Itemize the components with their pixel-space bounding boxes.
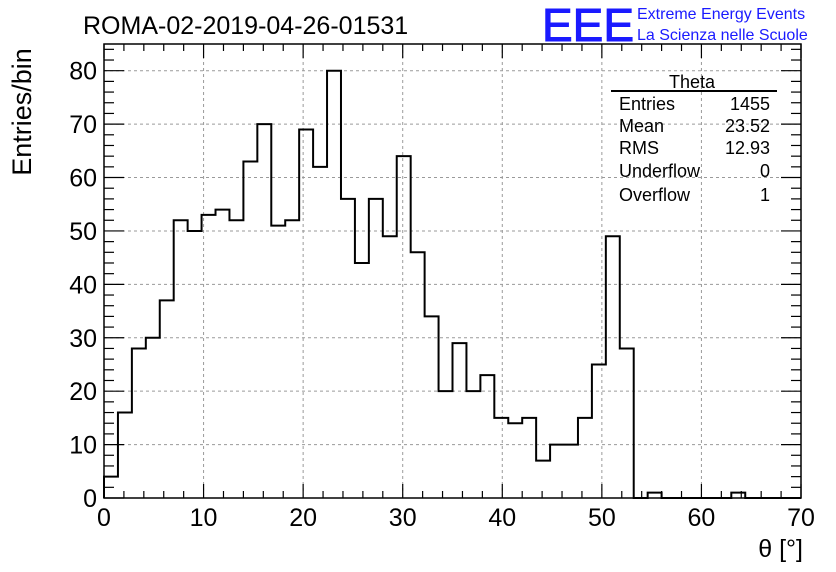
y-tick-label: 50 [69, 218, 97, 246]
y-tick-label: 80 [69, 58, 97, 86]
run-title: ROMA-02-2019-04-26-01531 [83, 12, 408, 40]
y-tick-label: 10 [69, 432, 97, 460]
y-tick-label: 60 [69, 165, 97, 193]
x-tick-label: 0 [97, 504, 111, 532]
y-tick-label: 0 [83, 485, 97, 513]
stats-label-mean: Mean [619, 116, 664, 136]
x-tick-label: 40 [488, 504, 516, 532]
x-tick-label: 70 [787, 504, 815, 532]
stats-box: Theta Entries 1455 Mean 23.52 RMS 12.93 … [611, 72, 777, 205]
y-axis-label: Entries/bin [7, 48, 37, 176]
stats-label-overflow: Overflow [619, 185, 691, 205]
eee-logo: EEE Extreme Energy Events La Scienza nel… [542, 0, 808, 52]
eee-logo-line1: Extreme Energy Events [637, 6, 805, 23]
y-tick-labels: 0 10 20 30 40 50 60 70 80 [69, 58, 97, 513]
x-tick-label: 10 [190, 504, 218, 532]
stats-value-entries: 1455 [730, 94, 770, 114]
x-tick-label: 30 [389, 504, 417, 532]
x-tick-label: 60 [688, 504, 716, 532]
stats-title: Theta [669, 72, 716, 92]
x-tick-label: 20 [289, 504, 317, 532]
stats-label-rms: RMS [619, 138, 659, 158]
plot-frame [103, 43, 802, 499]
y-tick-label: 30 [69, 325, 97, 353]
x-axis-label: θ [°] [758, 535, 803, 563]
stats-value-mean: 23.52 [725, 116, 770, 136]
eee-logo-letters: EEE [542, 0, 634, 51]
y-tick-label: 40 [69, 271, 97, 299]
y-tick-label: 20 [69, 378, 97, 406]
axis-ticks [103, 44, 802, 499]
stats-label-entries: Entries [619, 94, 675, 114]
stats-value-overflow: 1 [760, 185, 770, 205]
eee-logo-line2: La Scienza nelle Scuole [637, 27, 808, 44]
stats-value-underflow: 0 [760, 161, 770, 181]
grid [104, 44, 801, 498]
x-tick-labels: 0 10 20 30 40 50 60 70 [97, 504, 815, 532]
stats-label-underflow: Underflow [619, 161, 701, 181]
x-tick-label: 50 [588, 504, 616, 532]
y-tick-label: 70 [69, 111, 97, 139]
stats-value-rms: 12.93 [725, 138, 770, 158]
